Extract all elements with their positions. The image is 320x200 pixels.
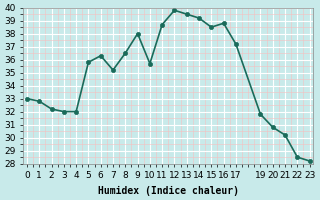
X-axis label: Humidex (Indice chaleur): Humidex (Indice chaleur) [98, 186, 239, 196]
